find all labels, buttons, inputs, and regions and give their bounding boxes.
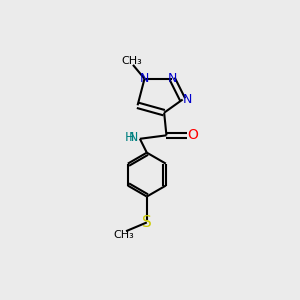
Text: CH₃: CH₃ [113,230,134,240]
Text: N: N [167,72,177,85]
Text: CH₃: CH₃ [122,56,142,66]
Text: N: N [129,131,138,144]
Text: H: H [125,131,134,144]
Text: N: N [183,93,192,106]
Text: O: O [187,128,198,142]
Text: N: N [140,72,149,85]
Text: S: S [142,215,152,230]
